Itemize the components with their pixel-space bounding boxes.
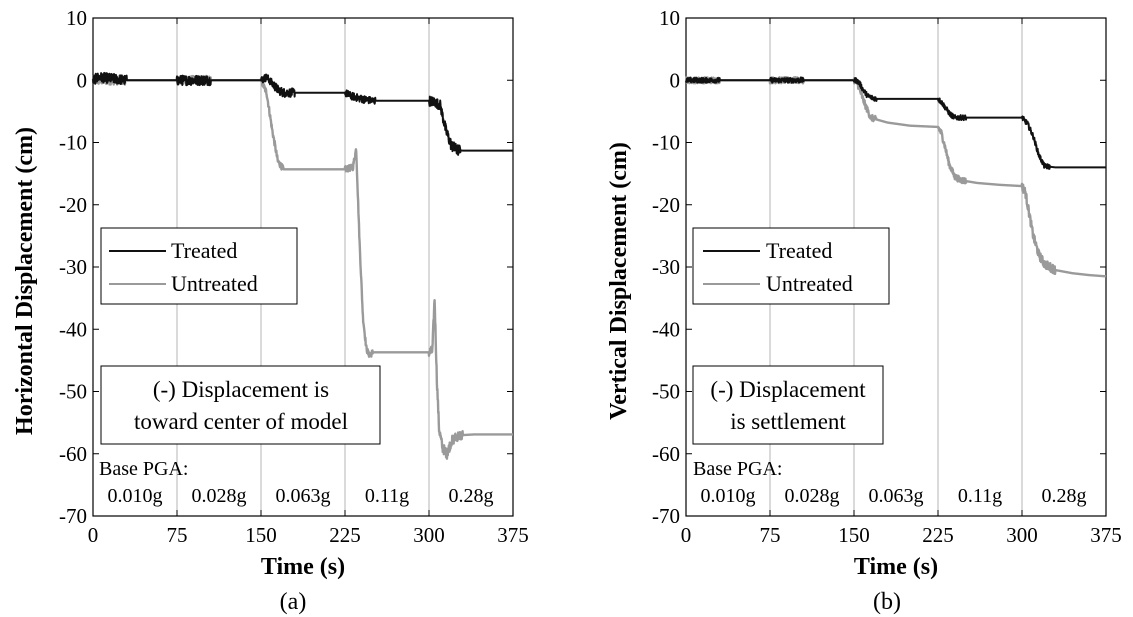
x-tick-label: 150	[245, 523, 277, 547]
panel-b-legend: Treated Untreated	[692, 227, 890, 305]
panel-b-note-line-2: is settlement	[730, 409, 846, 434]
panel-a-note-box	[100, 365, 381, 445]
pga-label: 0.11g	[365, 485, 409, 507]
x-tick-label: 225	[329, 523, 361, 547]
pga-label: 0.063g	[869, 485, 924, 507]
panel-a: Horizontal Displacement (cm) 0 75 150 225 30…	[12, 6, 529, 615]
panel-a-pga-title: Base PGA:	[99, 458, 188, 480]
panel-b-xlabel: Time (s)	[854, 554, 938, 580]
panel-b-pga-title: Base PGA:	[693, 458, 782, 480]
pga-label: 0.11g	[958, 485, 1002, 507]
panel-a-legend-box	[100, 227, 298, 305]
series-line-treated	[92, 71, 514, 156]
x-tick-label: 300	[1006, 523, 1038, 547]
panel-b-note-box	[692, 365, 884, 445]
panel-a-legend-untreated-label: Untreated	[171, 271, 258, 296]
pga-label: 0.063g	[276, 485, 331, 507]
x-tick-label: 0	[681, 523, 692, 547]
x-tick-label: 0	[88, 523, 99, 547]
panel-b-series	[684, 75, 1107, 278]
x-tick-label: 75	[167, 523, 188, 547]
y-tick-label: 0	[77, 68, 88, 92]
y-tick-label: 10	[66, 6, 87, 30]
y-tick-label: -50	[59, 380, 87, 404]
panel-a-note-line-1: (-) Displacement is	[153, 377, 329, 402]
y-tick-label: -10	[652, 131, 680, 155]
panel-b-caption: (b)	[873, 589, 901, 615]
panel-a-caption: (a)	[280, 589, 307, 615]
panel-a-ylabel: Horizontal Displacement (cm)	[12, 127, 38, 435]
panel-b-note-line-1: (-) Displacement	[710, 377, 866, 402]
pga-label: 0.28g	[449, 485, 494, 507]
panel-b-ylabel: Vertical Displacement (cm)	[606, 142, 632, 420]
panel-a-ticks: 0 75 150 225 300 375 10 0 -10 -20 -30 -40 -50 -60 -70	[59, 6, 529, 547]
panel-b-legend-untreated-label: Untreated	[766, 271, 853, 296]
x-tick-label: 300	[413, 523, 445, 547]
panel-a-xlabel: Time (s)	[261, 554, 345, 580]
panel-b: Vertical Displacement (cm) 0 75 150 225 300 3…	[606, 6, 1122, 615]
panel-a-pga-labels: 0.010g 0.028g 0.063g 0.11g 0.28g	[108, 485, 494, 507]
panel-a-note: (-) Displacement is toward center of mod…	[100, 365, 381, 445]
x-tick-label: 75	[760, 523, 781, 547]
pga-label: 0.010g	[108, 485, 163, 507]
series-line-treated	[685, 76, 1107, 170]
y-tick-label: -40	[652, 317, 680, 341]
y-tick-label: 10	[659, 6, 680, 30]
y-tick-label: -60	[59, 442, 87, 466]
pga-label: 0.28g	[1042, 485, 1087, 507]
x-tick-label: 375	[1090, 523, 1122, 547]
y-tick-label: -30	[59, 255, 87, 279]
y-tick-label: 0	[670, 68, 681, 92]
x-tick-label: 225	[922, 523, 954, 547]
panel-a-legend: Treated Untreated	[100, 227, 298, 305]
y-tick-label: -40	[59, 317, 87, 341]
x-tick-label: 375	[497, 523, 529, 547]
y-tick-label: -20	[652, 193, 680, 217]
panel-b-pga-labels: 0.010g 0.028g 0.063g 0.11g 0.28g	[701, 485, 1087, 507]
panel-b-ticks: 0 75 150 225 300 375 10 0 -10 -20 -30 -40 -50 -60 -70	[652, 6, 1122, 547]
x-tick-label: 150	[838, 523, 870, 547]
panel-a-series	[91, 71, 514, 460]
pga-label: 0.028g	[785, 485, 840, 507]
y-tick-label: -10	[59, 131, 87, 155]
pga-label: 0.010g	[701, 485, 756, 507]
panel-b-note: (-) Displacement is settlement	[692, 365, 884, 445]
y-tick-label: -30	[652, 255, 680, 279]
panel-a-note-line-2: toward center of model	[134, 409, 348, 434]
y-tick-label: -70	[652, 504, 680, 528]
y-tick-label: -20	[59, 193, 87, 217]
y-tick-label: -50	[652, 380, 680, 404]
pga-label: 0.028g	[192, 485, 247, 507]
panel-a-legend-treated-label: Treated	[171, 238, 237, 263]
panel-b-legend-box	[692, 227, 890, 305]
y-tick-label: -60	[652, 442, 680, 466]
y-tick-label: -70	[59, 504, 87, 528]
panel-b-legend-treated-label: Treated	[766, 238, 832, 263]
